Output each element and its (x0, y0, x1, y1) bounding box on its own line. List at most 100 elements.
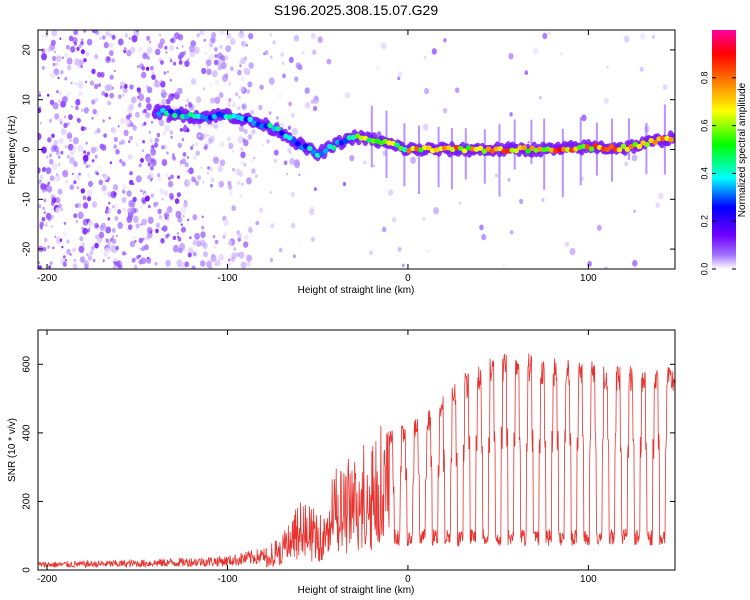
spectrogram-speckle (169, 130, 174, 135)
spectrogram-speckle (313, 187, 317, 192)
spectrogram-speckle (176, 232, 179, 235)
spectrogram-ridge-point (620, 143, 627, 149)
spectrogram-speckle (45, 224, 47, 227)
spectrogram-speckle (175, 88, 182, 96)
spectrogram-speckle (77, 118, 81, 124)
spectrogram-speckle (190, 78, 197, 85)
spectrogram-speckle (55, 55, 62, 63)
spectrogram-speckle (397, 71, 403, 78)
spectrogram-speckle (155, 228, 159, 234)
spectrogram-speckle (165, 51, 168, 54)
spectrogram-speckle (169, 195, 174, 201)
spectrogram-x-label: Height of straight line (km) (298, 285, 415, 296)
spectrogram-speckle (111, 34, 116, 40)
spectrogram-speckle (67, 143, 74, 151)
spectrogram-ridge-point (608, 144, 615, 150)
spectrogram-speckle (202, 180, 205, 184)
spectrogram-speckle (185, 179, 191, 186)
spectrogram-speckle (640, 33, 646, 40)
spectrogram-speckle (46, 155, 49, 159)
spectrogram-speckle (91, 159, 95, 163)
spectrogram-speckle (73, 180, 77, 185)
spectrogram-speckle (195, 150, 200, 156)
spectrogram-speckle (78, 44, 82, 49)
spectrogram-speckle (94, 84, 99, 90)
spectrogram-speckle (208, 266, 213, 269)
spectrogram-speckle (61, 96, 68, 104)
spectrogram-speckle (102, 173, 106, 178)
spectrogram-ridge-point (616, 147, 623, 153)
spectrogram-speckle (130, 122, 134, 127)
spectrogram-ridge-point (295, 141, 301, 147)
spectrogram-speckle (74, 58, 81, 66)
spectrogram-speckle (147, 256, 150, 260)
spectrogram-speckle (177, 142, 182, 148)
spectrogram-speckle (155, 48, 161, 56)
spectrogram-speckle (200, 260, 206, 267)
spectrogram-speckle (154, 261, 158, 266)
spectrogram-speckle (169, 45, 175, 51)
spectrogram-speckle (201, 215, 204, 219)
spectrogram-speckle (86, 253, 89, 257)
spectrogram-speckle (161, 227, 165, 231)
spectrogram-speckle (149, 230, 153, 234)
spectrogram-speckle (76, 46, 80, 51)
spectrogram-speckle (219, 141, 225, 148)
snr-y-label: SNR (10 * v/v) (7, 418, 18, 482)
spectrogram-speckle (51, 30, 58, 37)
spectrogram-speckle (542, 32, 548, 40)
spectrogram-speckle (231, 252, 237, 260)
spectrogram-speckle (109, 161, 113, 165)
spectrogram-speckle (47, 245, 51, 249)
spectrogram-speckle (113, 136, 118, 143)
spectrogram-speckle (109, 33, 113, 38)
spectrogram-streak (483, 129, 486, 184)
spectrogram-speckle (126, 215, 133, 223)
spectrogram-speckle (52, 102, 59, 110)
spectrogram-speckle (48, 265, 51, 269)
spectrogram-speckle (128, 103, 134, 111)
spectrogram-speckle (57, 188, 63, 195)
spectrogram-speckle (42, 166, 47, 172)
spectrogram-speckle (138, 163, 142, 168)
spectrogram-speckle (272, 40, 276, 45)
spectrogram-speckle (67, 154, 70, 159)
spectrogram-speckle (206, 134, 209, 137)
spectrogram-ridge-point (156, 111, 162, 117)
spectrogram-speckle (144, 244, 149, 251)
spectrogram-speckle (231, 102, 237, 108)
spectrogram-speckle (113, 69, 116, 73)
spectrogram-speckle (41, 146, 47, 154)
spectrogram-speckle (290, 191, 295, 198)
spectrogram-speckle (142, 140, 146, 144)
spectrogram-speckle (507, 178, 511, 182)
spectrogram-speckle (227, 81, 232, 87)
spectrogram-speckle (163, 91, 168, 97)
spectrogram-speckle (59, 118, 63, 123)
spectrogram-speckle (158, 119, 165, 127)
spectrogram-speckle (255, 174, 258, 178)
spectrogram-speckle (156, 132, 161, 138)
spectrogram-speckle (120, 266, 123, 269)
spectrogram-speckle (181, 45, 184, 48)
spectrogram-speckle (282, 73, 286, 79)
y-tick-label: 400 (22, 424, 33, 441)
spectrogram-speckle (326, 58, 332, 65)
spectrogram-speckle (287, 125, 292, 130)
spectrogram-speckle (624, 161, 629, 167)
spectrogram-speckle (310, 236, 315, 242)
spectrogram-speckle (94, 54, 99, 60)
spectrogram-ridge-point (561, 146, 567, 152)
spectrogram-speckle (88, 164, 91, 168)
spectrogram-speckle (292, 254, 296, 259)
spectrogram-speckle (189, 104, 193, 108)
spectrogram-speckle (270, 55, 273, 59)
spectrogram-speckle (43, 47, 46, 51)
spectrogram-speckle (71, 105, 74, 108)
spectrogram-speckle (60, 207, 63, 211)
spectrogram-speckle (596, 224, 602, 231)
spectrogram-speckle (150, 159, 157, 167)
spectrogram-speckle (81, 242, 85, 247)
spectrogram-speckle (162, 131, 167, 136)
